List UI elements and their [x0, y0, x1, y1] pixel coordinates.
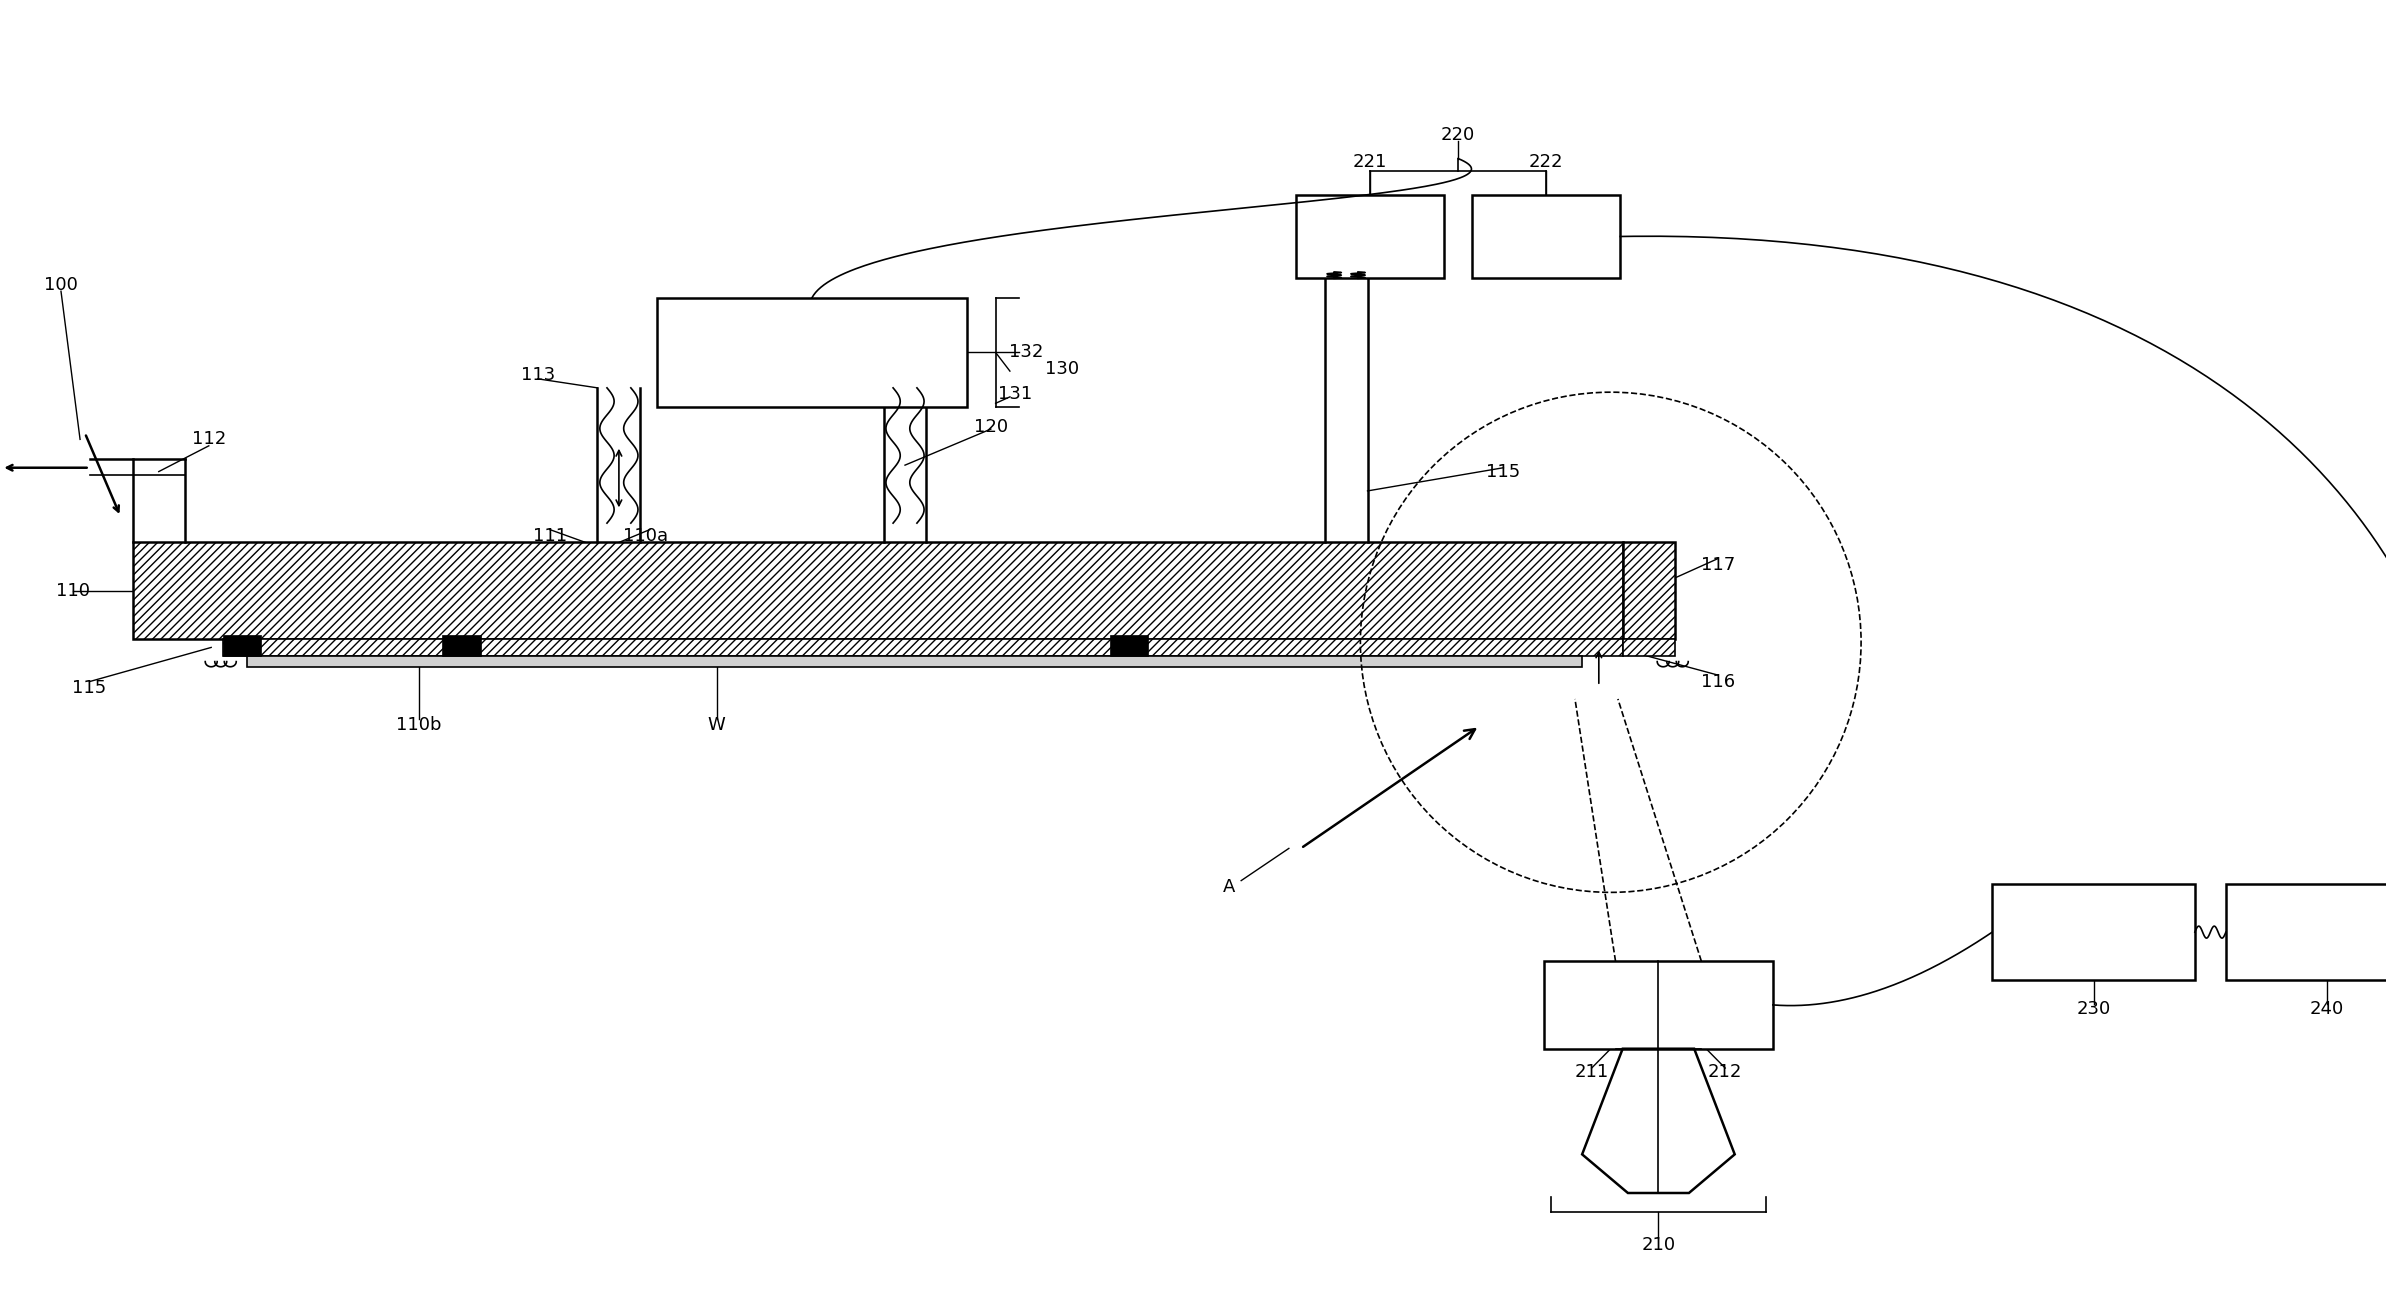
Bar [1623, 542, 1676, 639]
Text: 115: 115 [1487, 462, 1521, 480]
Text: 220: 220 [1442, 127, 1475, 145]
Text: 112: 112 [191, 430, 227, 448]
Text: W: W [709, 717, 726, 735]
Bar [656, 298, 967, 407]
Text: 240: 240 [2311, 999, 2344, 1017]
Bar [442, 635, 480, 656]
Text: 211: 211 [1575, 1062, 1609, 1081]
Text: 115: 115 [72, 679, 107, 697]
Bar [1473, 195, 1621, 279]
Text: 222: 222 [1530, 154, 1563, 172]
Text: 100: 100 [43, 276, 79, 294]
Text: 113: 113 [520, 365, 554, 383]
Text: 230: 230 [2077, 999, 2110, 1017]
Text: 110: 110 [55, 582, 91, 600]
Bar [1544, 961, 1774, 1048]
Bar [2225, 884, 2387, 980]
Bar [1296, 195, 1444, 279]
Text: 212: 212 [1709, 1062, 1743, 1081]
Text: A: A [1222, 878, 1236, 896]
Bar [222, 639, 1623, 656]
Text: 132: 132 [1010, 343, 1043, 361]
Text: 110b: 110b [396, 717, 442, 735]
Text: 131: 131 [998, 385, 1031, 403]
Bar [1110, 635, 1148, 656]
Text: 117: 117 [1702, 556, 1735, 574]
Bar [246, 656, 1583, 667]
Text: 111: 111 [532, 527, 566, 545]
Bar [1993, 884, 2196, 980]
Text: 130: 130 [1046, 359, 1079, 377]
Text: 221: 221 [1353, 154, 1387, 172]
Bar [134, 542, 1623, 639]
Text: 110a: 110a [623, 527, 668, 545]
Bar [222, 635, 260, 656]
Text: 210: 210 [1642, 1235, 1676, 1254]
Text: 120: 120 [974, 417, 1007, 435]
Bar [1623, 639, 1676, 656]
Text: 116: 116 [1702, 673, 1735, 691]
